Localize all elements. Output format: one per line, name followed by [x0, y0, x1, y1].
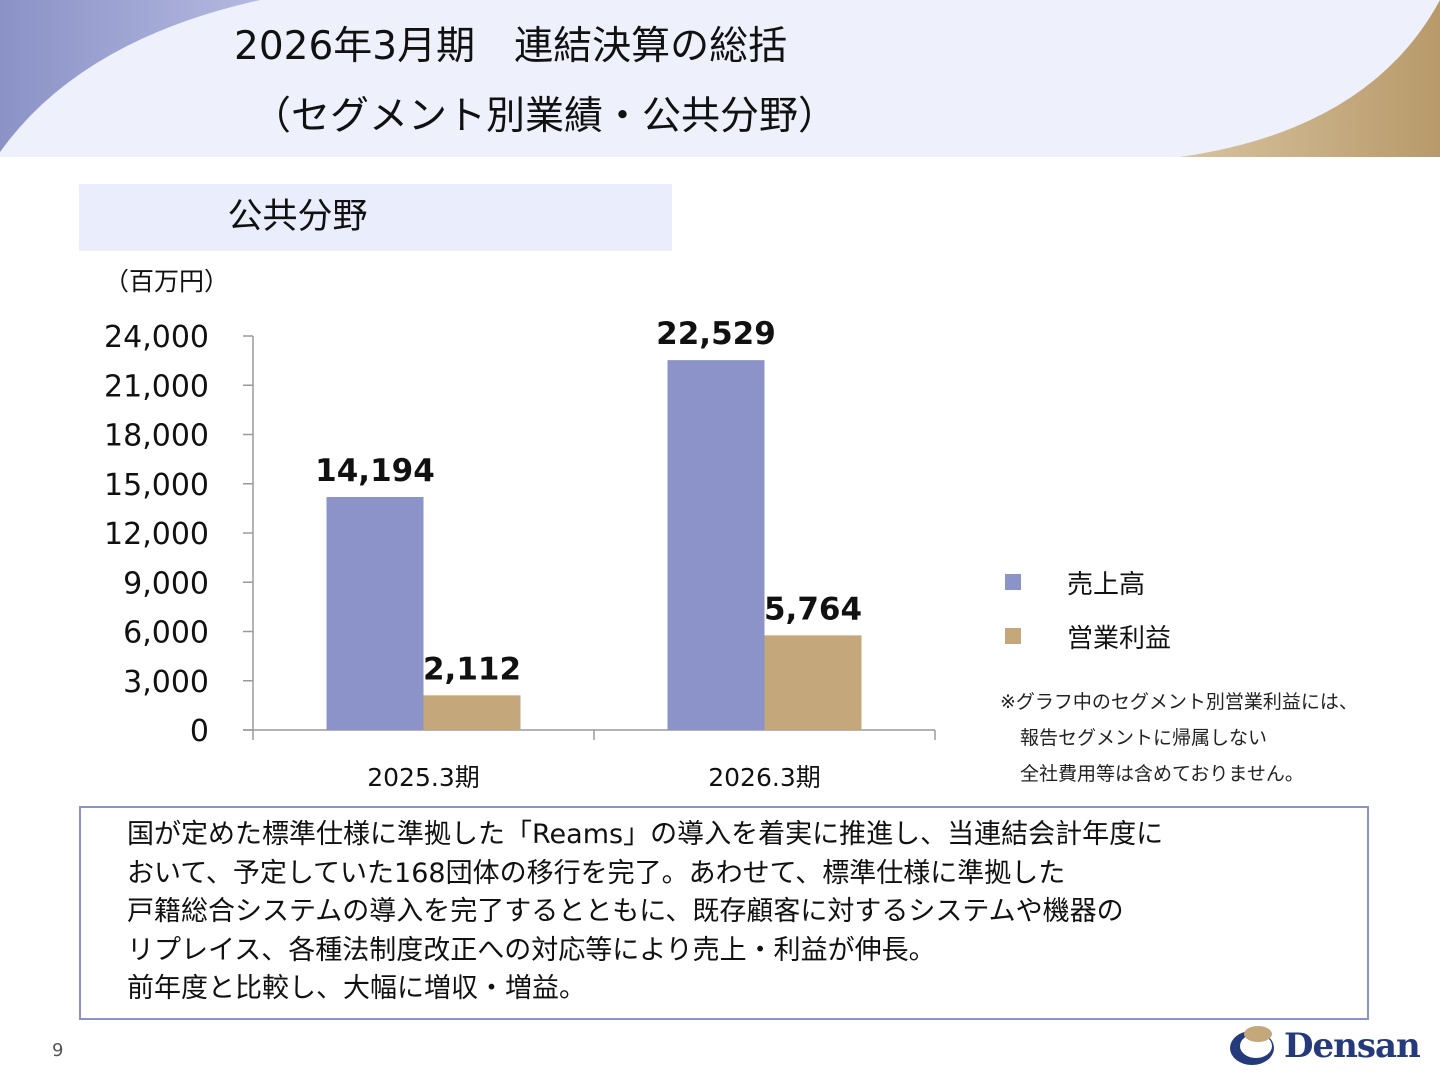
legend-label-operating-income: 営業利益: [1067, 623, 1172, 654]
legend-swatch-sales: [1005, 574, 1021, 590]
y-tick-label: 0: [190, 714, 209, 749]
logo-text: Densan: [1284, 1026, 1421, 1066]
x-category-label: 2025.3期: [367, 763, 479, 792]
data-label: 14,194: [315, 453, 435, 489]
bar-chart: 0 3,000 6,000 9,000 12,000 15,000 18,000 21,000…: [104, 316, 936, 792]
header-right-arc: [1180, 0, 1440, 157]
header-band: [0, 0, 1440, 157]
commentary-line: 国が定めた標準仕様に準拠した「Reams」の導入を着実に推進し、当連結会計年度に: [127, 819, 1164, 850]
page-number: 9: [52, 1040, 64, 1061]
bar-sales: [667, 360, 765, 730]
bar-sales: [326, 496, 424, 730]
x-category-label: 2026.3期: [708, 763, 820, 792]
bar-operating-income: [764, 635, 862, 730]
y-tick-label: 24,000: [104, 320, 209, 355]
page-title-line2: （セグメント別業績・公共分野）: [252, 94, 838, 139]
commentary-line: 戸籍総合システムの導入を完了するとともに、既存顧客に対するシステムや機器の: [127, 896, 1124, 927]
data-label: 22,529: [656, 316, 776, 352]
y-tick-label: 12,000: [104, 517, 209, 552]
section-label: 公共分野: [227, 197, 368, 237]
y-tick-label: 9,000: [123, 566, 209, 601]
commentary-line: おいて、予定していた168団体の移行を完了。あわせて、標準仕様に準拠した: [127, 857, 1066, 889]
y-tick-label: 18,000: [104, 419, 209, 454]
data-label: 5,764: [764, 591, 862, 627]
note-line: 報告セグメントに帰属しない: [1020, 727, 1268, 749]
note-line: ※グラフ中のセグメント別営業利益には、: [1000, 691, 1358, 713]
legend-item-operating-income: 営業利益: [1005, 621, 1171, 654]
commentary-line: リプレイス、各種法制度改正への対応等により売上・利益が伸長。: [127, 934, 936, 966]
y-tick-label: 15,000: [104, 468, 209, 503]
data-label: 2,112: [423, 651, 521, 687]
header-background: [0, 0, 1440, 157]
legend-item-sales: 売上高: [1005, 567, 1145, 600]
y-tick-label: 6,000: [123, 616, 209, 651]
commentary-box: 国が定めた標準仕様に準拠した「Reams」の導入を着実に推進し、当連結会計年度に…: [79, 806, 1369, 1020]
section-header: 公共分野: [79, 184, 672, 251]
page-title-line1: 2026年3月期 連結決算の総括: [234, 24, 788, 69]
commentary-line: 前年度と比較し、大幅に増収・増益。: [127, 973, 586, 1004]
unit-label: （百万円）: [104, 267, 230, 296]
y-tick-label: 21,000: [104, 369, 209, 404]
y-tick-label: 3,000: [123, 665, 209, 700]
company-logo: Densan: [1228, 1024, 1421, 1068]
legend-label-sales: 売上高: [1067, 569, 1146, 600]
chart-note: ※グラフ中のセグメント別営業利益には、 報告セグメントに帰属しない 全社費用等は…: [1000, 684, 1358, 792]
header-left-arc: [0, 0, 260, 152]
note-line: 全社費用等は含めておりません。: [1020, 763, 1304, 785]
legend-swatch-operating-income: [1005, 628, 1021, 644]
bar-operating-income: [423, 695, 521, 730]
logo-mark-icon: [1230, 1026, 1274, 1065]
